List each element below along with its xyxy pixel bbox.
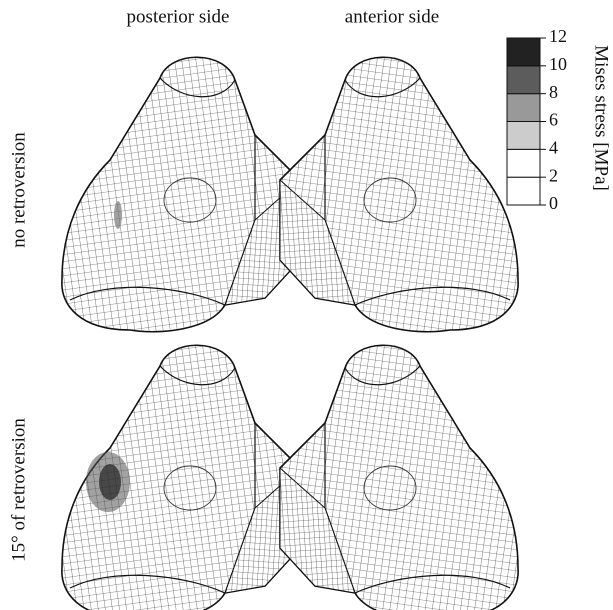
column-label: posterior side <box>127 6 230 27</box>
figure: posterior side anterior side no retrover… <box>0 0 613 610</box>
color-legend: 0 2 4 6 8 10 12 <box>507 26 567 213</box>
legend-tick-label: 0 <box>549 193 558 213</box>
mesh-anterior-bottom <box>280 345 518 610</box>
legend-tick-label: 8 <box>549 82 558 102</box>
row-label: 15° of retroversion <box>8 418 29 562</box>
mesh-posterior-top <box>62 57 300 331</box>
legend-tick-label: 2 <box>549 165 558 185</box>
legend-swatch <box>507 177 540 205</box>
legend-swatch <box>507 149 540 177</box>
legend-tick-label: 4 <box>549 137 558 157</box>
legend-swatch <box>507 66 540 94</box>
legend-swatch <box>507 38 540 66</box>
legend-tick-label: 12 <box>549 26 567 46</box>
mesh-posterior-bottom <box>62 345 300 610</box>
legend-swatch <box>507 122 540 150</box>
mesh-anterior-top <box>280 57 518 331</box>
row-label: no retroversion <box>8 132 29 248</box>
legend-swatch <box>507 94 540 122</box>
column-label: anterior side <box>345 6 439 27</box>
legend-tick-label: 6 <box>549 110 558 130</box>
legend-tick-label: 10 <box>549 54 567 74</box>
legend-title: Mises stress [MPa] <box>591 45 612 191</box>
